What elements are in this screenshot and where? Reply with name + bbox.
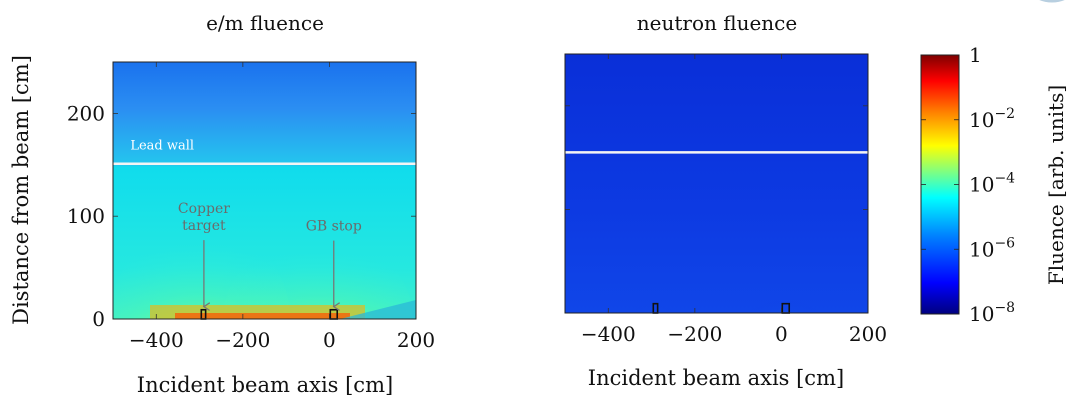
neutron-xtick-label: −200 xyxy=(667,322,722,346)
neutron-xtick-label: 200 xyxy=(849,322,887,346)
neutron-frame xyxy=(564,53,869,314)
em-ytick-label: 0 xyxy=(92,307,105,331)
colorbar xyxy=(920,54,960,315)
neutron-xlabel: Incident beam axis [cm] xyxy=(588,366,844,390)
logo xyxy=(1039,0,1065,3)
em-annotation-lead-wall: Lead wall xyxy=(130,138,194,153)
em-heatmap xyxy=(113,62,416,319)
neutron-heatmap xyxy=(565,54,868,313)
em-title: e/m fluence xyxy=(206,11,324,35)
neutron-marks: −400 −200 0 200 xyxy=(565,54,887,346)
em-xtick-label: 0 xyxy=(323,328,336,352)
colorbar-label: Fluence [arb. units] xyxy=(1044,85,1068,285)
colorbar-tick-label: 10−2 xyxy=(969,106,1015,132)
colorbar-tick-label: 10−6 xyxy=(969,235,1015,261)
em-xtick-label: −200 xyxy=(215,328,270,352)
neutron-xtick-label: 0 xyxy=(775,322,788,346)
em-frame xyxy=(112,61,417,320)
neutron-title: neutron fluence xyxy=(637,11,797,35)
em-xtick-label: −400 xyxy=(129,328,184,352)
em-annotation-label: target xyxy=(182,218,226,234)
colorbar-tick-label: 10−8 xyxy=(969,300,1015,326)
em-annotation-label: GB stop xyxy=(306,219,362,235)
neutron-xtick-label: −400 xyxy=(581,322,636,346)
colorbar-tick-label: 10−4 xyxy=(969,171,1015,197)
colorbar-ticks: 1 10−2 10−4 10−6 10−8 xyxy=(921,43,1015,326)
em-xtick-label: 200 xyxy=(397,328,435,352)
em-ytick-label: 100 xyxy=(67,204,105,228)
colorbar-tick-label: 1 xyxy=(969,43,982,67)
em-annotation-label: Copper xyxy=(178,201,230,217)
em-ytick-label: 200 xyxy=(67,101,105,125)
em-marks: −400 −200 0 200 0 100 200 Lead wall Coppertarget… xyxy=(67,62,435,352)
em-xlabel: Incident beam axis [cm] xyxy=(137,373,393,397)
em-ylabel: Distance from beam [cm] xyxy=(9,55,33,325)
